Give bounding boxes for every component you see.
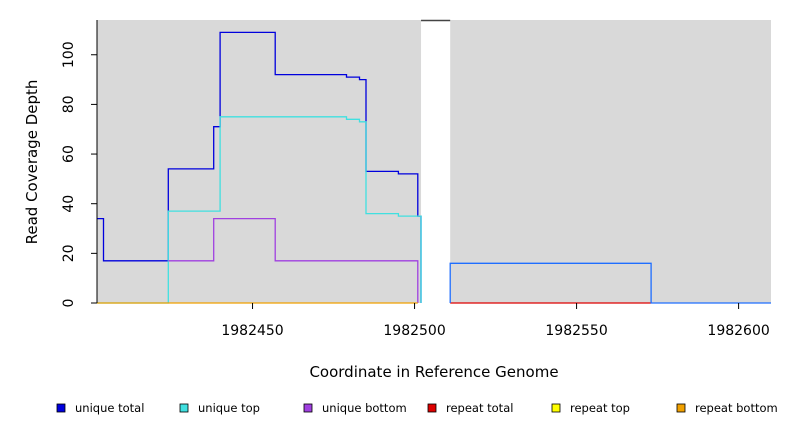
x-tick-label: 1982450	[221, 323, 283, 339]
series-line-unique-bottom	[168, 217, 419, 303]
y-tick-label: 20	[61, 244, 77, 262]
y-tick-label: 60	[61, 145, 77, 163]
legend-label-unique-top: unique top	[198, 401, 260, 415]
legend-swatch-unique-top	[179, 403, 189, 413]
legend-label-repeat-top: repeat top	[570, 401, 630, 415]
x-tick-label: 1982500	[383, 323, 445, 339]
series-line-unlabeled-6	[449, 262, 771, 304]
legend-label-repeat-total: repeat total	[446, 401, 513, 415]
legend-label-repeat-bottom: repeat bottom	[695, 401, 778, 415]
y-tick-label: 100	[61, 41, 77, 68]
x-tick-label: 1982600	[707, 323, 769, 339]
legend-swatch-repeat-bottom	[676, 403, 686, 413]
series-line-unique-total	[97, 31, 422, 303]
legend-swatch-unique-total	[56, 403, 66, 413]
y-tick-label: 80	[61, 95, 77, 113]
series-line-unique-top	[97, 116, 422, 304]
y-axis-label: Read Coverage Depth	[23, 80, 41, 245]
x-tick-label: 1982550	[545, 323, 607, 339]
legend-label-unique-total: unique total	[75, 401, 144, 415]
legend-swatch-unique-bottom	[303, 403, 313, 413]
x-axis-label: Coordinate in Reference Genome	[309, 363, 558, 381]
legend-label-unique-bottom: unique bottom	[322, 401, 407, 415]
legend-swatch-repeat-top	[551, 403, 561, 413]
y-tick-label: 40	[61, 195, 77, 213]
gap-region	[421, 20, 451, 303]
legend-swatch-repeat-total	[427, 403, 437, 413]
y-tick-label: 0	[61, 299, 77, 308]
